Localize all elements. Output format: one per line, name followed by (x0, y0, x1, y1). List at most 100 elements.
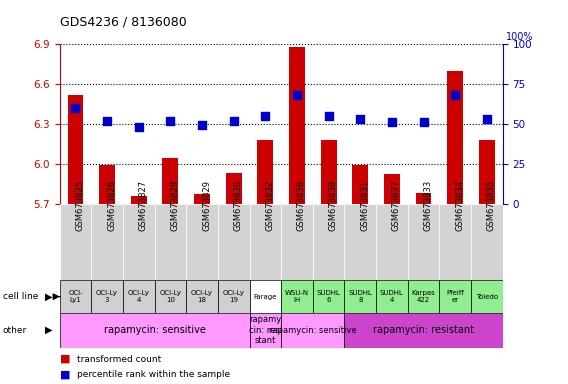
Bar (344, 313, 503, 348)
Text: GSM673838: GSM673838 (329, 180, 337, 232)
Text: Toledo: Toledo (476, 294, 498, 300)
Bar (408, 204, 440, 280)
Point (450, 92, 460, 98)
Text: rapamycin: sensitive: rapamycin: sensitive (269, 326, 357, 335)
Bar (281, 204, 313, 280)
Text: GDS4236 / 8136080: GDS4236 / 8136080 (60, 15, 186, 28)
Bar (249, 204, 281, 280)
Bar (416, 193, 432, 204)
Point (103, 118, 112, 124)
Text: SUDHL
8: SUDHL 8 (348, 290, 372, 303)
Bar (154, 204, 186, 280)
Text: rapamycin: resistant: rapamycin: resistant (373, 325, 474, 335)
Text: rapamycin: sensitive: rapamycin: sensitive (103, 325, 206, 335)
Point (419, 119, 428, 125)
Point (356, 116, 365, 122)
Text: GSM673829: GSM673829 (202, 180, 211, 231)
Bar (91, 204, 123, 280)
Text: GSM673835: GSM673835 (487, 180, 496, 232)
Text: GSM673836: GSM673836 (297, 180, 306, 232)
Bar (344, 280, 376, 313)
Bar (123, 280, 154, 313)
Bar (99, 165, 115, 204)
Point (261, 113, 270, 119)
Text: GSM673828: GSM673828 (170, 180, 179, 232)
Text: OCI-Ly
3: OCI-Ly 3 (96, 290, 118, 303)
Text: OCI-Ly
4: OCI-Ly 4 (128, 290, 150, 303)
Text: GSM673826: GSM673826 (107, 180, 116, 232)
Point (482, 116, 491, 122)
Bar (408, 280, 440, 313)
Bar (376, 204, 408, 280)
Bar (313, 204, 344, 280)
Text: Karpas
422: Karpas 422 (412, 290, 436, 303)
Bar (225, 173, 241, 204)
Bar (186, 204, 218, 280)
Text: OCI-
Ly1: OCI- Ly1 (68, 290, 83, 303)
Bar (60, 313, 249, 348)
Bar (218, 280, 249, 313)
Bar (289, 47, 305, 204)
Text: GSM673831: GSM673831 (360, 180, 369, 232)
Bar (313, 280, 344, 313)
Point (387, 119, 396, 125)
Bar (194, 194, 210, 204)
Text: GSM673833: GSM673833 (424, 180, 433, 232)
Bar (218, 204, 249, 280)
Text: ■: ■ (60, 369, 70, 379)
Bar (384, 174, 400, 204)
Point (166, 118, 175, 124)
Bar (186, 280, 218, 313)
Point (324, 113, 333, 119)
Bar (281, 313, 344, 348)
Bar (68, 94, 83, 204)
Text: rapamy
cin: resi
stant: rapamy cin: resi stant (249, 315, 282, 345)
Bar (257, 140, 273, 204)
Bar (60, 280, 91, 313)
Text: Pfeiff
er: Pfeiff er (446, 290, 464, 303)
Point (198, 122, 207, 129)
Bar (249, 313, 281, 348)
Bar (440, 204, 471, 280)
Point (229, 118, 238, 124)
Bar (162, 158, 178, 204)
Text: GSM673834: GSM673834 (455, 180, 464, 232)
Bar (91, 280, 123, 313)
Text: 100%: 100% (506, 32, 533, 42)
Text: GSM673825: GSM673825 (76, 180, 85, 231)
Text: GSM673837: GSM673837 (392, 180, 401, 232)
Text: SUDHL
6: SUDHL 6 (317, 290, 341, 303)
Bar (60, 204, 91, 280)
Text: GSM673827: GSM673827 (139, 180, 148, 232)
Bar (321, 140, 336, 204)
Text: OCI-Ly
18: OCI-Ly 18 (191, 290, 213, 303)
Text: GSM673832: GSM673832 (265, 180, 274, 232)
Bar (440, 280, 471, 313)
Bar (352, 165, 368, 204)
Point (134, 124, 143, 130)
Text: other: other (3, 326, 27, 335)
Text: WSU-N
IH: WSU-N IH (285, 290, 309, 303)
Bar (249, 280, 281, 313)
Text: cell line: cell line (3, 292, 38, 301)
Text: SUDHL
4: SUDHL 4 (380, 290, 404, 303)
Text: ■: ■ (60, 354, 70, 364)
Bar (344, 204, 376, 280)
Bar (448, 71, 463, 204)
Point (71, 105, 80, 111)
Text: OCI-Ly
19: OCI-Ly 19 (223, 290, 245, 303)
Text: OCI-Ly
10: OCI-Ly 10 (160, 290, 181, 303)
Bar (376, 280, 408, 313)
Bar (471, 204, 503, 280)
Text: ▶: ▶ (45, 292, 52, 302)
Bar (471, 280, 503, 313)
Bar (479, 140, 495, 204)
Bar (154, 280, 186, 313)
Text: ▶: ▶ (45, 325, 52, 335)
Text: GSM673830: GSM673830 (233, 180, 243, 232)
Text: Farage: Farage (254, 294, 277, 300)
Text: transformed count: transformed count (77, 354, 161, 364)
Text: percentile rank within the sample: percentile rank within the sample (77, 370, 230, 379)
Point (293, 92, 302, 98)
Bar (131, 195, 147, 204)
